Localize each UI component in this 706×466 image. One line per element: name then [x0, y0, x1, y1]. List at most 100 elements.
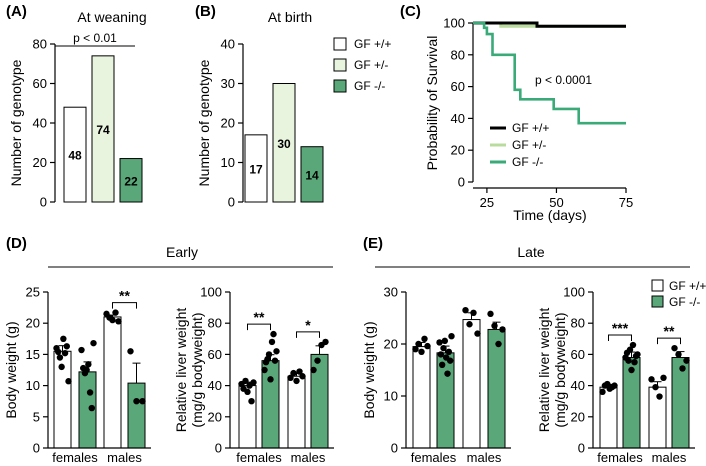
early_liver-y-axis-title: Relative liver weight — [173, 308, 189, 433]
late_bw-data-point — [448, 333, 455, 340]
birth-bar — [272, 83, 296, 203]
late_liver-y-axis-title: Relative liver weight — [536, 308, 552, 433]
late_bw-data-point — [491, 322, 498, 329]
early_liver-significance-label: ** — [254, 309, 265, 325]
early_liver-y-tick-label: 40 — [208, 378, 222, 393]
survival-annotation: p < 0.0001 — [535, 73, 592, 87]
birth-y-tick-label: 10 — [221, 155, 235, 170]
late_liver-y-tick-label: 40 — [571, 378, 585, 393]
early_liver-x-group-label: females — [236, 450, 282, 465]
early_bw-data-point — [115, 318, 122, 325]
late_bw-bar — [412, 346, 431, 449]
late_bw-bar — [487, 328, 506, 449]
late_bw-data-point — [487, 310, 494, 318]
late_bw-data-point — [495, 340, 502, 348]
survival-series-line — [473, 21, 626, 125]
late_bw-data-point — [466, 321, 473, 328]
early_liver-y-tick-label: 80 — [208, 316, 222, 331]
early_bw-data-point — [109, 316, 116, 324]
late_bw-y-axis: 0 10 20 30 — [384, 285, 407, 456]
early_liver-data-point — [265, 351, 273, 358]
early_liver-significance-label: * — [305, 317, 311, 333]
late_bw-data-point — [412, 346, 419, 353]
birth-bar-label: 14 — [305, 168, 319, 182]
early_bw-data-point — [139, 398, 146, 405]
early_bw-data-point — [88, 404, 95, 412]
late_liver-y-tick-label: 80 — [571, 316, 585, 331]
early_liver-data-point — [314, 357, 321, 364]
late_liver-data-point — [683, 357, 690, 364]
late_liver-data-point — [628, 366, 635, 374]
late_liver-significance-bracket — [657, 337, 681, 345]
survival-x-axis-title: Time (days) — [513, 207, 586, 223]
late_liver-data-point — [652, 383, 659, 391]
panel-label-a: (A) — [6, 3, 27, 20]
late_liver-data-point — [599, 388, 606, 396]
early_bw-data-point — [85, 361, 92, 368]
late_bw-x-group-label: males — [467, 450, 502, 465]
early_bw-data-point — [86, 389, 94, 396]
early_bw-y-tick-label: 20 — [26, 316, 40, 331]
late_bw-data-point — [474, 330, 481, 337]
early_liver-data-point — [290, 369, 297, 377]
early_bw-significance-label: ** — [119, 288, 130, 304]
late_bw-data-point — [440, 344, 447, 352]
late_liver-data-point — [626, 346, 634, 353]
late_liver-data-point — [679, 365, 686, 372]
early_bw-y-axis-title: Body weight (g) — [3, 321, 19, 418]
legend-label-wt-bottom: GF +/+ — [669, 279, 706, 293]
legend-label-ko-bottom: GF -/- — [669, 295, 700, 309]
weaning-bar — [63, 106, 87, 203]
early_liver-data-point — [244, 388, 251, 396]
survival-y-tick-label: 40 — [451, 111, 465, 126]
legend-label-wt: GF +/+ — [354, 37, 391, 51]
survival-legend-label: GF +/- — [512, 138, 546, 152]
early_bw-y-tick-label: 5 — [33, 409, 40, 424]
late_bw-y-tick-label: 0 — [391, 441, 398, 456]
early_liver-data-point — [322, 338, 329, 346]
late_bw-bar — [436, 352, 455, 449]
birth-y-tick-label: 40 — [221, 37, 235, 52]
early_liver-y-axis: 0 20 40 60 80 100 — [200, 285, 231, 456]
late_liver-significance-label: ** — [664, 323, 675, 339]
late_bw-data-point — [415, 340, 422, 348]
late_bw-y-tick-label: 10 — [384, 389, 398, 404]
panel-label-c: (C) — [400, 3, 421, 20]
early_bw-data-point — [133, 398, 140, 405]
early_liver-y-axis-title: (mg/g bodyweight) — [189, 312, 205, 427]
early_liver-data-point — [268, 338, 276, 346]
weaning-y-axis-title: Number of genotype — [8, 59, 24, 186]
early_bw-bar — [103, 316, 122, 449]
early_liver-data-point — [270, 330, 277, 338]
early_bw-x-group-label: males — [107, 450, 142, 465]
weaning-chart-title: At weaning — [77, 9, 146, 25]
survival-legend-label: GF -/- — [512, 155, 543, 169]
early_bw-data-point — [55, 348, 62, 356]
late_liver-data-point — [660, 374, 667, 381]
early_bw-data-point — [127, 348, 134, 355]
early_liver-data-point — [248, 398, 255, 405]
birth-y-axis-title: Number of genotype — [196, 59, 212, 186]
survival-y-tick-label: 0 — [458, 175, 465, 190]
late_liver-y-tick-label: 60 — [571, 347, 585, 362]
weaning-bar-label: 74 — [96, 123, 110, 137]
weaning-y-tick-label: 80 — [33, 37, 47, 52]
late_liver-significance-label: *** — [612, 320, 629, 336]
late_liver-data-point — [631, 359, 638, 366]
late_liver-y-tick-label: 100 — [563, 285, 585, 300]
late_bw-data-point — [421, 335, 428, 342]
late_bw-data-point — [444, 370, 451, 377]
late_liver-data-point — [611, 382, 618, 389]
weaning-bar-label: 48 — [68, 149, 82, 163]
legend-label-ko: GF -/- — [354, 79, 385, 93]
early_bw-y-axis: 0 5 10 15 20 25 — [26, 285, 49, 456]
early_liver-data-point — [242, 377, 249, 385]
late_liver-data-point — [648, 376, 655, 383]
birth-y-axis: 0 10 20 30 40 — [221, 37, 244, 210]
late_liver-data-point — [671, 344, 678, 352]
legend-swatch-ko-bottom — [651, 295, 664, 308]
late_liver-data-point — [629, 341, 637, 349]
weaning-bar — [91, 55, 115, 203]
early_bw-data-point — [58, 363, 65, 371]
